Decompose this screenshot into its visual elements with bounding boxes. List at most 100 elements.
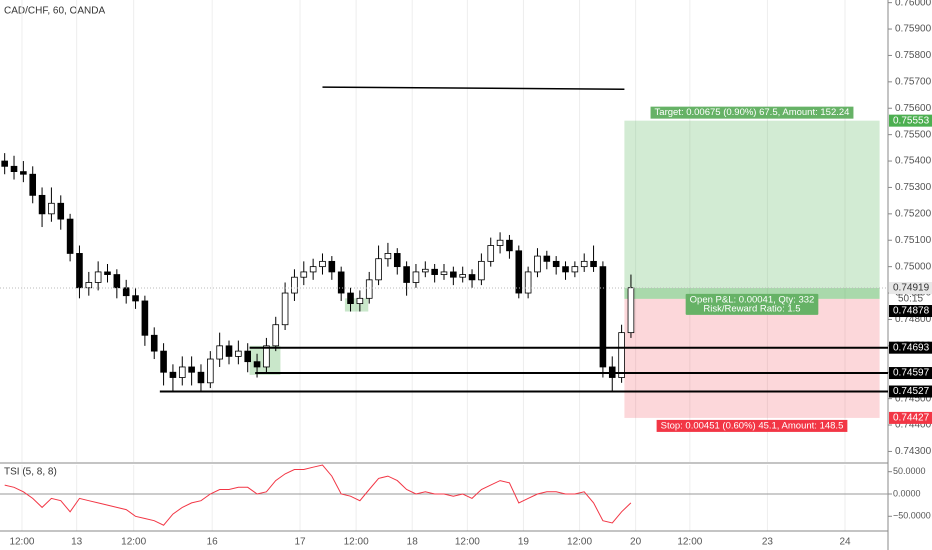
candle-body [393, 253, 401, 268]
x-tick-label: 12:00 [9, 537, 34, 548]
candle-body [188, 366, 195, 373]
candle-body [76, 253, 83, 289]
candle-body [440, 271, 448, 275]
y-tick-label: 50.0000 [893, 466, 926, 476]
pnl-box [685, 293, 819, 315]
tsi-line [4, 464, 632, 526]
entry-price-label-bg [889, 305, 932, 318]
candle-body [543, 255, 551, 262]
candle-body [562, 266, 569, 273]
candle-body [356, 297, 364, 305]
x-tick-label: 12:00 [455, 537, 480, 548]
profit-zone [624, 120, 880, 299]
y-tick-label: 0.75500 [895, 129, 932, 140]
target-text-bg [650, 106, 854, 119]
y-tick-label: 0.75100 [895, 235, 932, 246]
level-price-label-bg [889, 367, 932, 380]
x-tick-label: 23 [762, 537, 774, 548]
candle-body [515, 250, 523, 294]
candle-body [169, 371, 177, 378]
level-price-label-bg [889, 385, 932, 398]
y-tick-label: 0.74300 [895, 446, 932, 457]
stop-price-label: 0.74427 [893, 413, 930, 424]
level-price-label: 0.74597 [893, 368, 930, 379]
entry-price-label: 0.74878 [893, 306, 930, 317]
rr-text: Risk/Reward Ratio: 1.5 [703, 303, 800, 314]
candle-body [291, 276, 298, 294]
candle-body [141, 300, 149, 336]
y-tick-label: 0.76000 [895, 0, 932, 8]
countdown-label: 50:15 [898, 294, 923, 305]
x-tick-label: 18 [407, 537, 419, 548]
open-pnl-zone [624, 288, 880, 299]
candle-body [29, 173, 37, 196]
candle-body [244, 350, 252, 363]
target-text: Target: 0.00675 (0.90%) 67.5, Amount: 15… [655, 107, 850, 118]
candle-body [375, 258, 382, 281]
x-tick-label: 19 [518, 537, 530, 548]
candle-body [48, 202, 55, 215]
y-tick-label: 0.75700 [895, 76, 932, 87]
candle-body [337, 271, 345, 294]
y-tick-label: 0.74500 [895, 393, 932, 404]
target-price-label-bg [889, 114, 932, 127]
trend-line [322, 86, 625, 90]
candle-body [197, 371, 205, 384]
candle-body [506, 239, 513, 252]
candle-body [253, 361, 261, 368]
x-tick-label: 12:00 [344, 537, 369, 548]
candle-body [132, 295, 139, 302]
candle-body [225, 345, 233, 357]
candle-body [459, 274, 466, 278]
candle-body [319, 260, 326, 268]
candle-body [263, 345, 270, 368]
candle-body [1, 160, 8, 167]
level-price-label-bg [889, 341, 932, 354]
x-tick-label: 12:00 [677, 537, 702, 548]
candle-body [365, 279, 373, 299]
pnl-text: Open P&L: 0.00041, Qty: 332 [690, 294, 815, 305]
candle-body [496, 239, 504, 246]
candle-body [590, 260, 597, 268]
candle-body [207, 358, 214, 384]
x-tick-label: 13 [71, 537, 83, 548]
candle-body [113, 274, 121, 289]
candle-body [571, 266, 579, 273]
candle-body [104, 271, 111, 275]
candle-body [478, 260, 485, 281]
y-tick-label: 0.74400 [895, 420, 932, 431]
x-tick-label: 16 [207, 537, 219, 548]
stop-price-label-bg [889, 411, 932, 424]
y-tick-label: 0.75300 [895, 182, 932, 193]
candle-body [66, 218, 74, 254]
candle-body [272, 324, 280, 347]
candle-body [524, 271, 532, 294]
y-tick-label: 0.0000 [893, 488, 921, 498]
candle-body [150, 334, 158, 352]
y-tick-label: 0.75000 [895, 261, 932, 272]
candle-body [422, 268, 429, 273]
candle-body [122, 287, 130, 297]
candle-body [281, 292, 289, 326]
level-price-label: 0.74693 [893, 342, 930, 353]
stop-text: Stop: 0.00451 (0.60%) 45.1, Amount: 148.… [661, 420, 844, 431]
candle-body [552, 260, 560, 268]
current-price-label: 0.74919 [893, 283, 930, 294]
candle-body [627, 287, 635, 334]
candle-body [85, 282, 93, 289]
candle-body [347, 292, 354, 305]
y-tick-label: 0.75900 [895, 24, 932, 35]
candle-body [384, 253, 392, 260]
candle-body [178, 366, 186, 378]
candle-body [580, 260, 588, 268]
candle-body [216, 345, 223, 360]
candle-body [403, 266, 410, 283]
candle-body [450, 271, 457, 278]
y-tick-label: 0.75200 [895, 208, 932, 219]
candle-body [94, 271, 102, 283]
x-tick-label: 17 [294, 537, 306, 548]
x-tick-label: 12:00 [567, 537, 592, 548]
candle-body [534, 255, 541, 273]
y-tick-label: 0.75400 [895, 156, 932, 167]
